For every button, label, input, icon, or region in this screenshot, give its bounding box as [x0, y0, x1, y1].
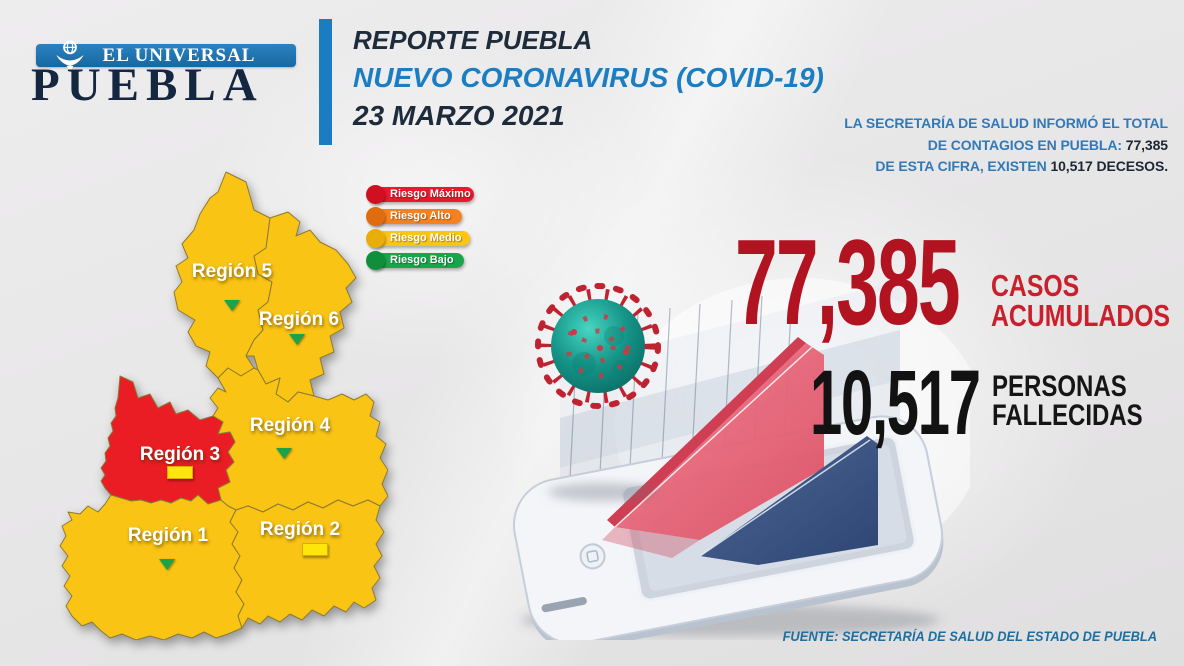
- summary-deaths-number: 10,517 DECESOS.: [1050, 158, 1168, 174]
- legend-item-riesgo-medio: Riesgo Medio: [366, 229, 470, 248]
- tablet-side-slot: [541, 596, 587, 613]
- coronavirus-icon: [535, 283, 661, 501]
- puebla-map-svg: [59, 171, 389, 641]
- region-6-trend-down-icon: [289, 334, 305, 345]
- masthead-brand: EL UNIVERSAL: [102, 44, 256, 66]
- map-region-1: [59, 494, 245, 641]
- masthead-bar: EL UNIVERSAL: [36, 40, 296, 72]
- region-label-6: Región 6: [258, 309, 340, 330]
- report-subtitle: NUEVO CORONAVIRUS (COVID-19): [353, 62, 824, 93]
- report-title: REPORTE PUEBLA: [353, 25, 593, 55]
- deaths-wedge: [699, 436, 878, 565]
- deaths-value: 10,517: [810, 352, 981, 454]
- map-region-2: [229, 499, 385, 629]
- legend-item-riesgo-maximo: Riesgo Máximo: [366, 185, 474, 204]
- deaths-label: PERSONAS FALLECIDAS: [992, 370, 1143, 432]
- summary-cases-number: 77,385: [1125, 136, 1168, 153]
- region-5-trend-down-icon: [224, 300, 240, 311]
- summary-text: LA SECRETARÍA DE SALUD INFORMÓ EL TOTAL …: [828, 113, 1168, 178]
- region-3-trend-steady-icon: [167, 466, 193, 479]
- legend-dot-orange: [366, 207, 385, 226]
- region-label-2: Región 2: [259, 519, 341, 540]
- report-header: REPORTE PUEBLA NUEVO CORONAVIRUS (COVID-…: [353, 21, 824, 135]
- cases-value: 77,385: [735, 214, 961, 350]
- masthead-edition: PUEBLA: [31, 59, 264, 111]
- source-line: FUENTE: SECRETARÍA DE SALUD DEL ESTADO D…: [782, 628, 1157, 644]
- region-1-trend-down-icon: [159, 559, 175, 570]
- summary-line-1: LA SECRETARÍA DE SALUD INFORMÓ EL TOTAL: [844, 115, 1168, 131]
- summary-line-3: DE ESTA CIFRA, EXISTEN 10,517 DECESOS.: [875, 158, 1168, 174]
- summary-line-2: DE CONTAGIOS EN PUEBLA: 77,385: [927, 136, 1168, 153]
- cases-wedge: [602, 337, 824, 558]
- cases-label: CASOS ACUMULADOS: [991, 268, 1171, 333]
- legend-item-riesgo-alto: Riesgo Alto: [366, 207, 462, 226]
- tablet-home-button: [579, 543, 606, 570]
- legend-dot-red: [366, 185, 385, 204]
- region-label-3: Región 3: [139, 444, 221, 465]
- legend-item-riesgo-bajo: Riesgo Bajo: [366, 251, 464, 270]
- region-4-trend-down-icon: [276, 448, 292, 459]
- region-label-4: Región 4: [249, 415, 331, 436]
- tablet-chart-illustration: [512, 278, 970, 640]
- legend-dot-green: [366, 251, 385, 270]
- map-region-6: [245, 211, 357, 403]
- puebla-region-map: Región 5 Región 6 Región 4 Región 3 Regi…: [58, 170, 392, 650]
- el-universal-eagle-icon: [56, 40, 84, 72]
- legend-dot-yellow: [366, 229, 385, 248]
- report-date: 23 MARZO 2021: [353, 100, 565, 131]
- region-label-1: Región 1: [127, 525, 209, 546]
- risk-legend: Riesgo Máximo Riesgo Alto Riesgo Medio R…: [366, 185, 474, 275]
- region-label-5: Región 5: [191, 261, 273, 282]
- header-divider: [319, 19, 332, 145]
- region-2-trend-steady-icon: [302, 543, 328, 556]
